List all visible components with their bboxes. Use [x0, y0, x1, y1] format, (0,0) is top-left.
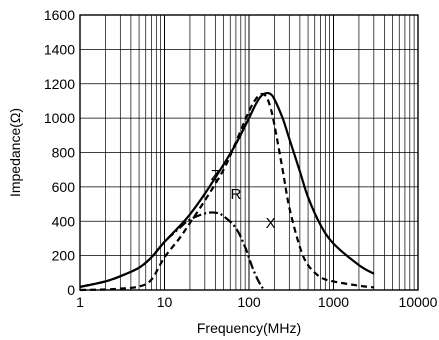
grid	[79, 14, 419, 291]
annotation-z: Z	[211, 167, 220, 184]
y-axis-label: Impedance(Ω)	[7, 108, 23, 197]
y-tick-label: 1200	[44, 76, 75, 92]
x-tick-label: 1	[76, 294, 84, 310]
x-tick-label: 10000	[399, 294, 438, 310]
annotation-r: R	[230, 186, 241, 203]
x-tick-label: 100	[237, 294, 261, 310]
y-tick-label: 1000	[44, 110, 75, 126]
x-tick-label: 10	[157, 294, 173, 310]
curve-annotations: ZR X	[211, 167, 276, 232]
y-tick-label: 400	[52, 213, 76, 229]
series-x-line	[79, 211, 265, 291]
series-z-line	[79, 91, 375, 288]
y-tick-label: 600	[52, 179, 76, 195]
y-tick-label: 200	[52, 248, 76, 264]
tick-labels: 0 200 400 600 800 1000 1200 1400 1600 1 10 100 1000 1…	[44, 7, 438, 310]
series-r-line	[79, 92, 374, 292]
y-tick-label: 0	[67, 282, 75, 298]
x-axis-label: Frequency(MHz)	[197, 320, 301, 336]
x-tick-label: 1000	[318, 294, 349, 310]
annotation-x: X	[266, 215, 276, 232]
y-tick-label: 1400	[44, 41, 75, 57]
y-tick-label: 800	[52, 145, 76, 161]
plot-area-frame	[79, 14, 419, 291]
y-tick-label: 1600	[44, 7, 75, 23]
series-layer	[79, 91, 375, 292]
